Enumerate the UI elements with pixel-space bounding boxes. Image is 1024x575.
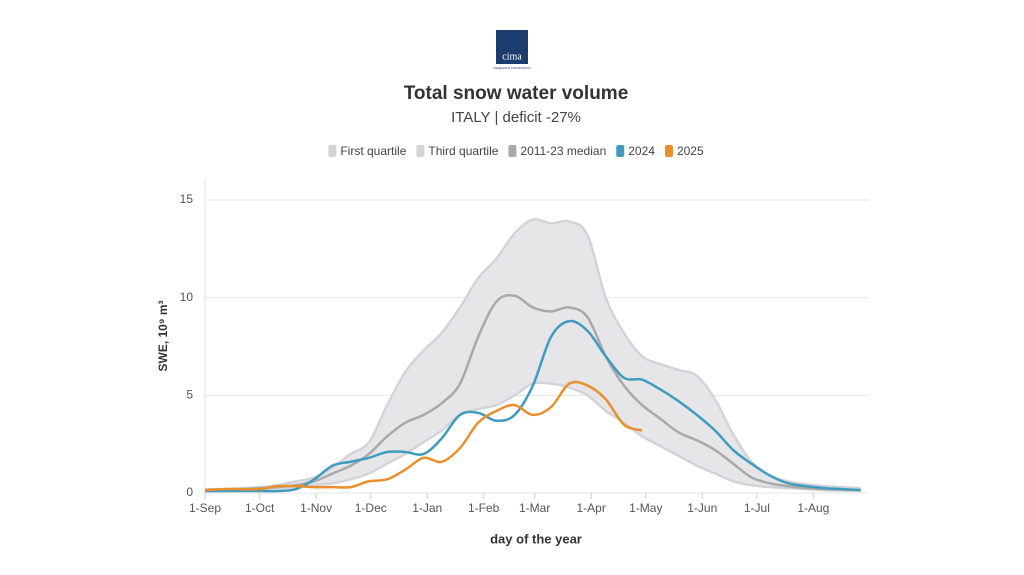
- x-tick-label: 1-Oct: [245, 501, 275, 515]
- series-line: [204, 319, 861, 493]
- y-tick-label: 15: [180, 192, 194, 206]
- logo-tagline: RESEARCH FOUNDATION: [493, 66, 530, 70]
- legend-item: First quartile: [328, 144, 407, 158]
- series-line: [204, 380, 643, 492]
- y-tick-label: 5: [186, 388, 193, 402]
- legend-label: First quartile: [340, 144, 406, 158]
- x-tick-label: 1-Sep: [189, 501, 221, 515]
- x-tick-label: 1-Apr: [576, 501, 605, 515]
- legend-swatch: [416, 145, 425, 157]
- legend-item: 2024: [616, 144, 655, 158]
- x-tick-label: 1-Feb: [468, 501, 500, 515]
- legend-label: 2011-23 median: [520, 144, 606, 158]
- legend-label: Third quartile: [428, 144, 498, 158]
- y-axis-label: SWE, 10⁹ m³: [156, 300, 170, 371]
- x-tick-label: 1-May: [629, 501, 662, 515]
- logo-box: [496, 30, 528, 64]
- x-axis-label: day of the year: [490, 531, 582, 546]
- x-tick-label: 1-Mar: [519, 501, 550, 515]
- y-tick-label: 10: [180, 290, 194, 304]
- x-tick-label: 1-Aug: [797, 501, 829, 515]
- legend-swatch: [508, 145, 517, 157]
- legend-item: 2025: [664, 144, 704, 158]
- quartile-band: [205, 219, 861, 492]
- x-tick-label: 1-Jan: [412, 501, 442, 515]
- legend-swatch: [664, 145, 673, 157]
- legend-item: 2011-23 median: [508, 144, 606, 158]
- legend-label: 2025: [677, 144, 704, 158]
- x-tick-label: 1-Nov: [300, 501, 332, 515]
- legend-item: Third quartile: [416, 144, 499, 158]
- series-line: [204, 217, 861, 491]
- y-tick-label: 0: [186, 485, 193, 499]
- legend-swatch: [616, 145, 625, 157]
- x-tick-label: 1-Jul: [744, 501, 770, 515]
- x-tick-label: 1-Dec: [355, 501, 387, 515]
- chart-subtitle: ITALY | deficit -27%: [451, 109, 581, 126]
- chart-title: Total snow water volume: [404, 83, 629, 104]
- series-line: [204, 294, 861, 492]
- logo-name: cima: [502, 51, 522, 62]
- x-tick-label: 1-Jun: [687, 501, 717, 515]
- legend-label: 2024: [628, 144, 655, 158]
- legend-swatch: [328, 145, 337, 157]
